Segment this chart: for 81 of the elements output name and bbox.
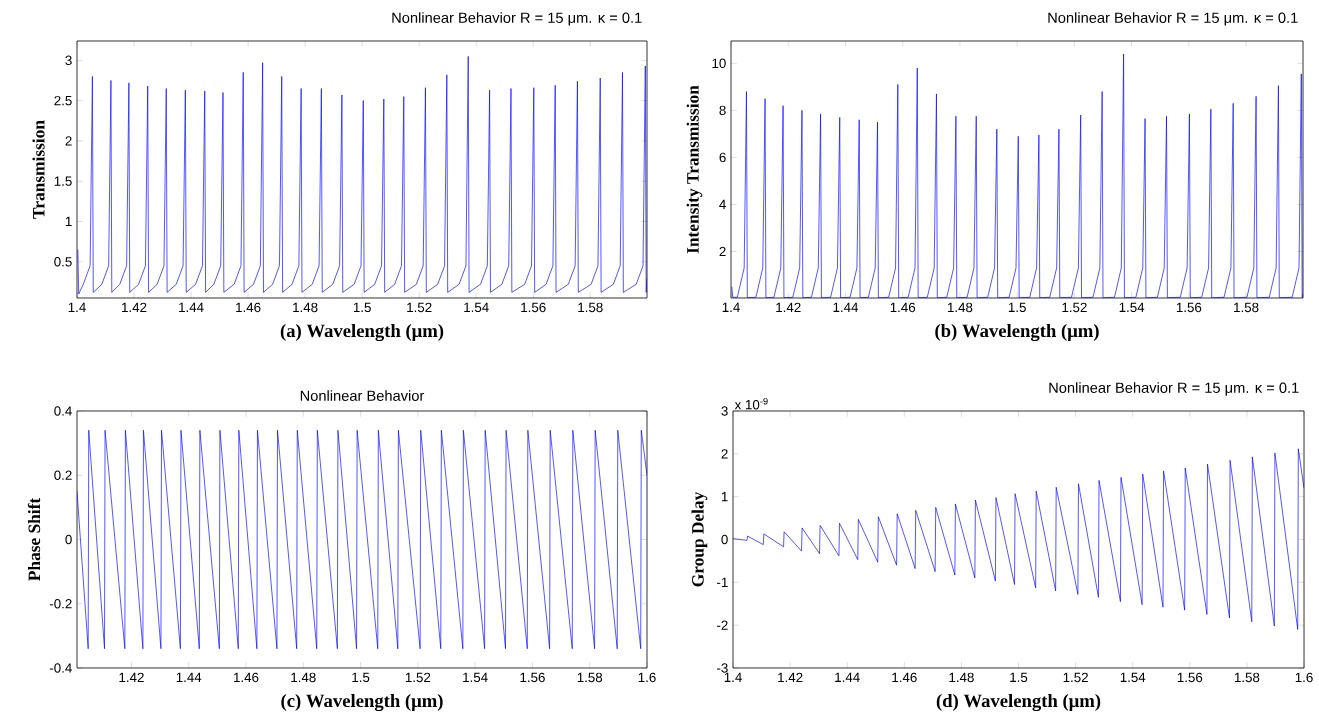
x-tick-label: 1.54 <box>464 302 489 312</box>
y-tick-label: 0.5 <box>54 257 72 267</box>
y-tick-label: 1.5 <box>54 176 72 186</box>
y-tick-label: 3 <box>721 406 728 416</box>
x-tick-label: 1.42 <box>122 302 147 313</box>
x-tick-label: 1.46 <box>234 672 259 683</box>
y-tick-label: -3 <box>717 663 728 673</box>
chart-title: Nonlinear Behavior R = 15 μm. κ = 0.1 <box>1049 382 1299 396</box>
y-tick-label: 10 <box>712 58 726 69</box>
x-axis-title: (d) Wavelength (μm) <box>936 693 1101 712</box>
x-tick-label: 1.6 <box>1295 672 1313 683</box>
x-axis-title: (a) Wavelength (μm) <box>280 323 444 342</box>
x-tick-label: 1.58 <box>1234 302 1259 313</box>
x-tick-label: 1.46 <box>892 672 917 683</box>
line-series <box>77 429 648 650</box>
x-tick-label: 1.58 <box>1234 672 1260 683</box>
y-tick-label: -1 <box>717 577 728 587</box>
x-tick-label: 1.56 <box>1177 672 1203 683</box>
x-tick-label: 1.56 <box>520 672 545 683</box>
x-tick-label: 1.56 <box>1176 302 1202 313</box>
x-tick-label: 1.52 <box>1062 302 1087 313</box>
y-axis-title: Group Delay <box>691 491 708 587</box>
y-axis-title: Intensity Transmission <box>686 85 703 254</box>
y-tick-label: 2 <box>719 246 726 257</box>
x-tick-label: 1.58 <box>578 302 603 313</box>
y-tick-label: 1 <box>65 216 72 227</box>
x-tick-label: 1.46 <box>890 302 916 313</box>
x-tick-label: 1.5 <box>1008 302 1026 312</box>
y-tick-label: 2.5 <box>54 95 72 106</box>
x-tick-label: 1.5 <box>353 302 371 312</box>
y-tick-label: 0 <box>65 534 72 545</box>
y-tick-label: 1 <box>721 492 728 502</box>
y-tick-label: 4 <box>719 199 726 209</box>
x-tick-label: 1.48 <box>293 302 318 313</box>
chart-title: Nonlinear Behavior R = 15 μm. κ = 0.1 <box>1048 12 1298 26</box>
x-tick-label: 1.42 <box>776 302 801 313</box>
chart-title: Nonlinear Behavior <box>300 390 425 401</box>
x-tick-label: 1.52 <box>405 672 431 683</box>
line-series <box>733 448 1305 630</box>
x-tick-label: 1.44 <box>833 302 859 312</box>
line-series <box>731 53 1304 298</box>
x-tick-label: 1.5 <box>352 672 370 683</box>
x-tick-label: 1.52 <box>407 302 432 313</box>
x-tick-label: 1.58 <box>577 672 603 683</box>
x-tick-label: 1.54 <box>1119 302 1145 312</box>
y-tick-label: -0.4 <box>49 663 72 673</box>
y-tick-label: 3 <box>65 55 72 66</box>
x-tick-label: 1.54 <box>463 672 488 683</box>
x-axis-title: (c) Wavelength (μm) <box>281 693 443 712</box>
y-tick-label: 2 <box>721 449 728 459</box>
x-axis-title: (b) Wavelength (μm) <box>935 323 1099 342</box>
line-series <box>77 55 648 295</box>
x-tick-label: 1.6 <box>638 672 656 683</box>
x-tick-label: 1.44 <box>835 672 860 682</box>
y-tick-label: 2 <box>65 136 72 146</box>
text: x 10$^{-9}$ <box>734 397 768 410</box>
chart-title: Nonlinear Behavior R = 15 μm. κ = 0.1 <box>392 12 642 26</box>
y-tick-label: 6 <box>719 152 726 163</box>
x-tick-label: 1.44 <box>176 672 202 682</box>
y-tick-label: 0.2 <box>54 470 72 480</box>
x-tick-label: 1.48 <box>947 302 973 313</box>
x-tick-label: 1.52 <box>1063 672 1088 683</box>
y-tick-label: -0.2 <box>49 599 72 609</box>
y-axis-title: Transmission <box>32 120 45 219</box>
x-tick-label: 1.48 <box>291 672 316 683</box>
y-tick-label: 0 <box>721 534 728 545</box>
x-tick-label: 1.48 <box>949 672 974 683</box>
y-tick-label: -2 <box>717 620 728 630</box>
x-tick-label: 1.4 <box>68 302 86 312</box>
x-tick-label: 1.42 <box>119 672 144 683</box>
x-tick-label: 1.56 <box>521 302 546 313</box>
x-tick-label: 1.44 <box>179 302 204 312</box>
y-axis-title: Phase Shift <box>27 497 41 581</box>
y-tick-label: 8 <box>719 105 726 116</box>
x-tick-label: 1.42 <box>778 672 803 683</box>
x-tick-label: 1.54 <box>1120 672 1146 682</box>
x-tick-label: 1.4 <box>724 672 742 682</box>
y-tick-label: 0.4 <box>54 406 72 416</box>
x-tick-label: 1.5 <box>1010 672 1028 682</box>
x-tick-label: 1.4 <box>722 302 740 312</box>
x-tick-label: 1.46 <box>236 302 261 313</box>
